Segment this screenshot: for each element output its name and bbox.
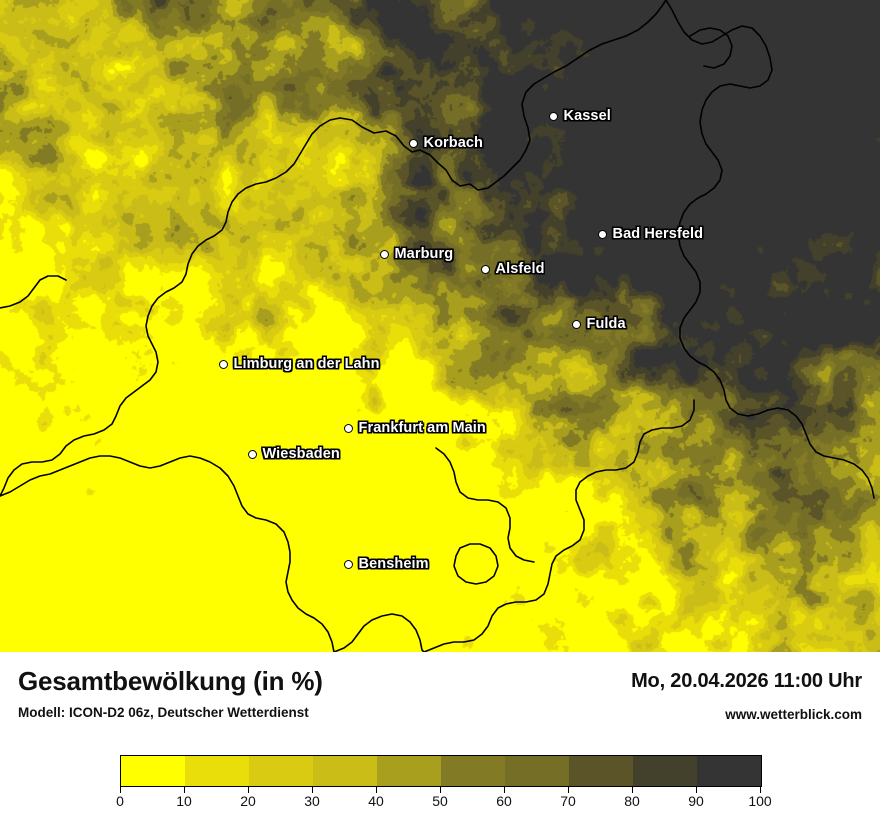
legend-tick-label: 20 [240, 793, 256, 809]
legend-tick-label: 30 [304, 793, 320, 809]
legend-tick-label: 100 [748, 793, 772, 809]
legend-tick [248, 786, 250, 793]
city-label: Kassel [563, 108, 611, 124]
legend-tick-label: 0 [116, 793, 124, 809]
footer-text-block: Gesamtbewölkung (in %) Modell: ICON-D2 0… [0, 652, 880, 744]
city-label: Wiesbaden [262, 446, 340, 462]
page-title: Gesamtbewölkung (in %) [18, 666, 323, 696]
city-label: Fulda [586, 316, 626, 332]
legend-tick [120, 786, 122, 793]
city-dot-icon [548, 111, 558, 121]
city-marker: Fulda [571, 316, 626, 332]
city-marker: Bad Hersfeld [597, 226, 704, 242]
cloud-cover-map[interactable]: Kassel Korbach Bad Hersfeld Marburg Alsfeld F… [0, 0, 880, 652]
city-marker: Kassel [548, 108, 611, 124]
city-label: Korbach [423, 135, 484, 151]
city-dot-icon [343, 559, 353, 569]
legend-tick [184, 786, 186, 793]
city-marker: Korbach [408, 135, 484, 151]
city-label: Frankfurt am Main [358, 420, 486, 436]
city-label: Limburg an der Lahn [233, 356, 380, 372]
city-dot-icon [218, 359, 228, 369]
legend-tick-label: 80 [624, 793, 640, 809]
legend-tick [760, 786, 762, 793]
city-dot-icon [597, 229, 607, 239]
legend-tick [504, 786, 506, 793]
legend-tick-label: 10 [176, 793, 192, 809]
legend-tick-label: 60 [496, 793, 512, 809]
legend-tick-label: 70 [560, 793, 576, 809]
website-credit: www.wetterblick.com [725, 707, 862, 722]
legend-swatch [569, 756, 633, 786]
legend-swatch [633, 756, 697, 786]
legend-tick [568, 786, 570, 793]
city-label: Bad Hersfeld [612, 226, 704, 242]
city-marker: Limburg an der Lahn [218, 356, 380, 372]
city-dot-icon [408, 138, 418, 148]
legend-swatch [377, 756, 441, 786]
city-dot-icon [379, 249, 389, 259]
legend-tick [376, 786, 378, 793]
legend-tick [632, 786, 634, 793]
color-legend: 0 10 20 30 40 50 60 70 80 90 100 [0, 747, 880, 827]
city-dot-icon [571, 319, 581, 329]
legend-swatch [505, 756, 569, 786]
city-dot-icon [247, 449, 257, 459]
legend-tick [696, 786, 698, 793]
legend-swatch [441, 756, 505, 786]
legend-tick-label: 50 [432, 793, 448, 809]
legend-swatch [185, 756, 249, 786]
city-label: Marburg [394, 246, 454, 262]
legend-swatch [121, 756, 185, 786]
city-labels: Kassel Korbach Bad Hersfeld Marburg Alsfeld F… [218, 108, 704, 572]
legend-tick [312, 786, 314, 793]
legend-tick [440, 786, 442, 793]
city-marker: Wiesbaden [247, 446, 340, 462]
legend-swatch [313, 756, 377, 786]
legend-swatch [697, 756, 761, 786]
legend-tick-label: 40 [368, 793, 384, 809]
legend-swatch [249, 756, 313, 786]
city-marker: Bensheim [343, 556, 429, 572]
legend-colorbar [120, 755, 762, 787]
city-marker: Frankfurt am Main [343, 420, 486, 436]
valid-datetime: Mo, 20.04.2026 11:00 Uhr [631, 670, 862, 692]
state-borders [0, 0, 875, 652]
legend-tick-marks [120, 786, 762, 794]
footer: Gesamtbewölkung (in %) Modell: ICON-D2 0… [0, 652, 880, 830]
city-dot-icon [343, 423, 353, 433]
legend-tick-label: 90 [688, 793, 704, 809]
model-subtitle: Modell: ICON-D2 06z, Deutscher Wetterdie… [18, 705, 309, 720]
city-label: Bensheim [358, 556, 429, 572]
city-marker: Alsfeld [480, 261, 545, 277]
city-marker: Marburg [379, 246, 454, 262]
legend-tick-labels: 0 10 20 30 40 50 60 70 80 90 100 [0, 793, 880, 815]
city-dot-icon [480, 264, 490, 274]
city-label: Alsfeld [495, 261, 545, 277]
